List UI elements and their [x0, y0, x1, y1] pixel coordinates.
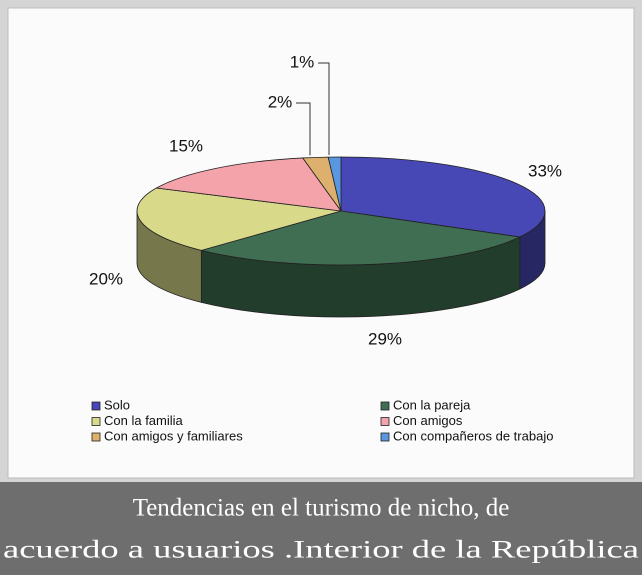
data-label: 1% — [290, 52, 315, 71]
slice — [136, 187, 342, 251]
slice — [327, 156, 342, 212]
legend-swatch — [380, 432, 390, 442]
pie-tops — [136, 156, 546, 266]
data-label: 29% — [368, 329, 402, 348]
legend-swatch — [380, 417, 390, 426]
legend-label: Con amigos — [393, 413, 463, 428]
legend-label: Con la familia — [104, 413, 184, 428]
pie-walls — [136, 210, 546, 318]
legend-swatch — [91, 401, 101, 411]
caption-band — [0, 482, 642, 575]
legend-label: Solo — [104, 397, 130, 412]
legend-swatch — [91, 417, 101, 426]
caption-line: Tendencias en el turismo de nicho, de — [133, 495, 510, 522]
leader-line — [318, 62, 330, 156]
legend-label: Con compañeros de trabajo — [393, 428, 553, 443]
leader-line — [296, 102, 311, 156]
legend-label: Con la pareja — [393, 397, 471, 412]
legend-swatch — [91, 432, 101, 442]
slice — [340, 156, 546, 238]
data-label: 2% — [268, 92, 293, 111]
slice — [155, 157, 342, 212]
data-label: 33% — [528, 161, 562, 180]
data-label: 15% — [169, 136, 203, 155]
legend-swatch — [380, 401, 390, 411]
caption-line: acuerdo a usuarios .Interior de la Repúb… — [3, 537, 639, 564]
slice — [199, 210, 522, 266]
legend-label: Con amigos y familiares — [104, 428, 243, 443]
data-label: 20% — [89, 269, 123, 288]
